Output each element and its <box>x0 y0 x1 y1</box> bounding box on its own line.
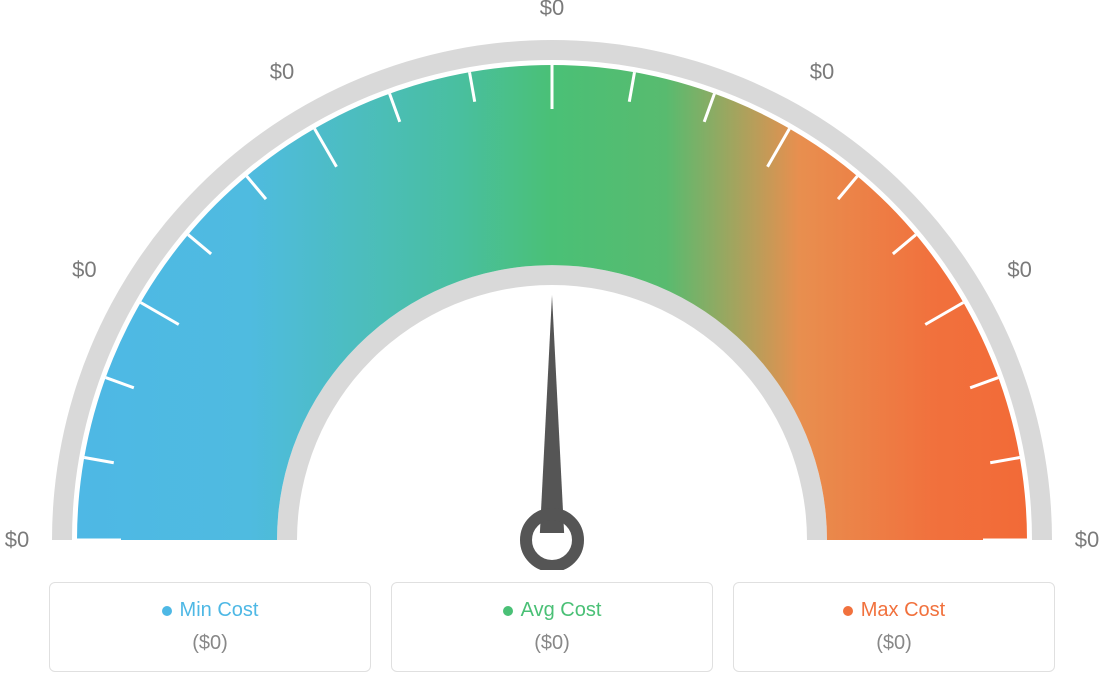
legend-row: Min Cost ($0) Avg Cost ($0) Max Cost ($0… <box>49 582 1055 672</box>
gauge-tick-label: $0 <box>270 59 294 85</box>
legend-title-max: Max Cost <box>843 599 945 622</box>
gauge-tick-label: $0 <box>1075 527 1099 553</box>
gauge-tick-label: $0 <box>540 0 564 21</box>
gauge-tick-label: $0 <box>810 59 834 85</box>
legend-card-avg: Avg Cost ($0) <box>391 582 713 672</box>
legend-label-max: Max Cost <box>861 599 945 622</box>
legend-dot-max <box>843 606 853 616</box>
legend-label-min: Min Cost <box>180 599 259 622</box>
gauge-tick-label: $0 <box>1007 257 1031 283</box>
legend-dot-avg <box>503 606 513 616</box>
gauge-tick-label: $0 <box>5 527 29 553</box>
legend-card-max: Max Cost ($0) <box>733 582 1055 672</box>
gauge-svg <box>42 10 1062 570</box>
legend-title-min: Min Cost <box>162 599 259 622</box>
legend-value-min: ($0) <box>192 632 228 655</box>
legend-value-max: ($0) <box>876 632 912 655</box>
gauge-needle <box>540 295 564 533</box>
legend-label-avg: Avg Cost <box>521 599 602 622</box>
legend-dot-min <box>162 606 172 616</box>
gauge-tick-label: $0 <box>72 257 96 283</box>
legend-title-avg: Avg Cost <box>503 599 602 622</box>
legend-card-min: Min Cost ($0) <box>49 582 371 672</box>
gauge-container: $0$0$0$0$0$0$0 <box>42 10 1062 570</box>
legend-value-avg: ($0) <box>534 632 570 655</box>
